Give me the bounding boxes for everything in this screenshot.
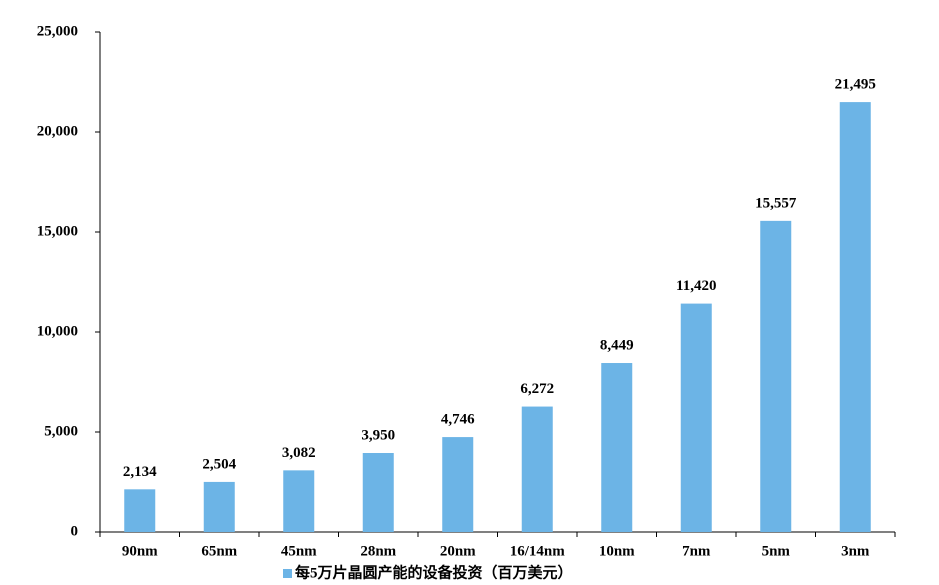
y-tick-label: 5,000	[44, 423, 78, 439]
y-tick-label: 10,000	[37, 323, 78, 339]
data-label: 2,504	[202, 456, 236, 472]
x-tick-label: 10nm	[599, 543, 635, 559]
x-tick-label: 5nm	[762, 543, 791, 559]
bar	[839, 102, 871, 532]
bar	[203, 481, 235, 532]
y-tick-label: 25,000	[37, 23, 78, 39]
x-tick-label: 28nm	[360, 543, 396, 559]
bar	[601, 363, 633, 532]
y-tick-label: 20,000	[37, 123, 78, 139]
x-tick-label: 7nm	[682, 543, 711, 559]
x-tick-label: 90nm	[122, 543, 158, 559]
bar	[283, 470, 315, 532]
x-tick-label: 3nm	[841, 543, 870, 559]
y-tick-label: 0	[71, 523, 79, 539]
bar	[521, 406, 553, 532]
bar	[124, 489, 156, 532]
bar	[442, 437, 474, 532]
x-tick-label: 16/14nm	[510, 543, 566, 559]
legend-label: 每5万片晶圆产能的设备投资（百万美元）	[295, 563, 573, 581]
y-tick-label: 15,000	[37, 223, 78, 239]
bar	[362, 453, 394, 532]
data-label: 15,557	[755, 195, 797, 211]
x-tick-label: 65nm	[201, 543, 237, 559]
bar	[680, 303, 712, 532]
data-label: 2,134	[123, 464, 157, 480]
data-label: 21,495	[835, 77, 876, 93]
data-label: 3,950	[361, 427, 395, 443]
data-label: 3,082	[282, 445, 316, 461]
bar	[760, 220, 792, 533]
data-label: 6,272	[520, 381, 554, 397]
data-label: 4,746	[441, 412, 475, 428]
legend-swatch	[283, 569, 292, 578]
x-tick-label: 45nm	[281, 543, 317, 559]
data-label: 8,449	[600, 337, 634, 353]
x-tick-label: 20nm	[440, 543, 476, 559]
data-label: 11,420	[676, 278, 716, 294]
